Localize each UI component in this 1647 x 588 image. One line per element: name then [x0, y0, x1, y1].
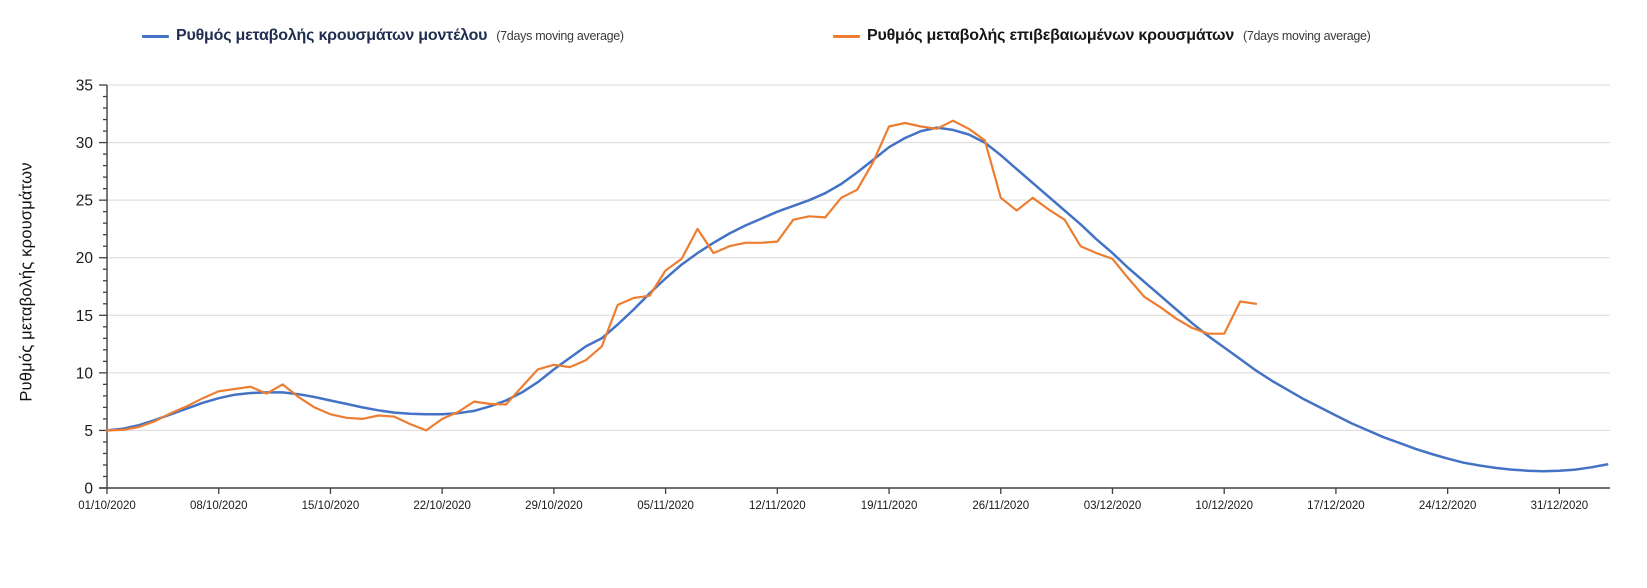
confirmed-series-line: [105, 119, 1258, 432]
legend-entry-model: Ρυθμός μεταβολής κρουσμάτων μοντέλου (7d…: [142, 22, 624, 50]
x-tick-label-12/11/2020: 12/11/2020: [749, 500, 806, 512]
legend-label-model: Ρυθμός μεταβολής κρουσμάτων μοντέλου: [176, 27, 488, 44]
chart-legend: Ρυθμός μεταβολής κρουσμάτων μοντέλου (7d…: [0, 22, 1647, 50]
x-tick-label-10/12/2020: 10/12/2020: [1195, 500, 1253, 512]
x-tick-label-17/12/2020: 17/12/2020: [1307, 500, 1365, 512]
y-tick-label-25: 25: [76, 193, 93, 210]
model-series-line: [105, 126, 1609, 473]
x-tick-label-26/11/2020: 26/11/2020: [972, 500, 1029, 512]
x-axis-ticks: [106, 488, 1561, 494]
legend-label-confirmed: Ρυθμός μεταβολής επιβεβαιωμένων κρουσμάτ…: [867, 27, 1235, 44]
legend-entry-confirmed: Ρυθμός μεταβολής επιβεβαιωμένων κρουσμάτ…: [833, 22, 1371, 50]
model-line-marker-icon: [142, 34, 169, 38]
confirmed-line-marker-icon: [833, 34, 860, 38]
x-axis-tick-labels: 01/10/2020 08/10/2020 15/10/2020 22/10/2020…: [78, 500, 1588, 512]
y-tick-label-10: 10: [76, 365, 94, 382]
x-tick-label-05/11/2020: 05/11/2020: [637, 500, 694, 512]
y-axis-tick-labels: 0 5 10 15 20 25 30 35: [76, 78, 94, 498]
x-tick-label-19/11/2020: 19/11/2020: [861, 500, 918, 512]
y-tick-label-5: 5: [84, 423, 93, 440]
y-tick-label-35: 35: [76, 78, 93, 95]
legend-suffix-confirmed: (7days moving average): [1243, 29, 1371, 43]
x-tick-label-15/10/2020: 15/10/2020: [302, 500, 360, 512]
x-tick-label-31/12/2020: 31/12/2020: [1531, 500, 1589, 512]
y-tick-label-30: 30: [76, 135, 94, 152]
y-tick-label-20: 20: [76, 250, 94, 267]
x-tick-label-01/10/2020: 01/10/2020: [78, 500, 136, 512]
data-series-lines: [105, 119, 1609, 473]
gridlines: [107, 84, 1610, 431]
x-tick-label-29/10/2020: 29/10/2020: [525, 500, 583, 512]
x-tick-label-24/12/2020: 24/12/2020: [1419, 500, 1477, 512]
x-tick-label-03/12/2020: 03/12/2020: [1084, 500, 1142, 512]
axes: [99, 85, 1610, 489]
y-axis-ticks: [99, 84, 107, 489]
legend-suffix-model: (7days moving average): [496, 29, 624, 43]
y-tick-label-15: 15: [76, 308, 93, 325]
x-tick-label-22/10/2020: 22/10/2020: [413, 500, 471, 512]
x-tick-label-08/10/2020: 08/10/2020: [190, 500, 248, 512]
y-tick-label-0: 0: [84, 481, 93, 498]
